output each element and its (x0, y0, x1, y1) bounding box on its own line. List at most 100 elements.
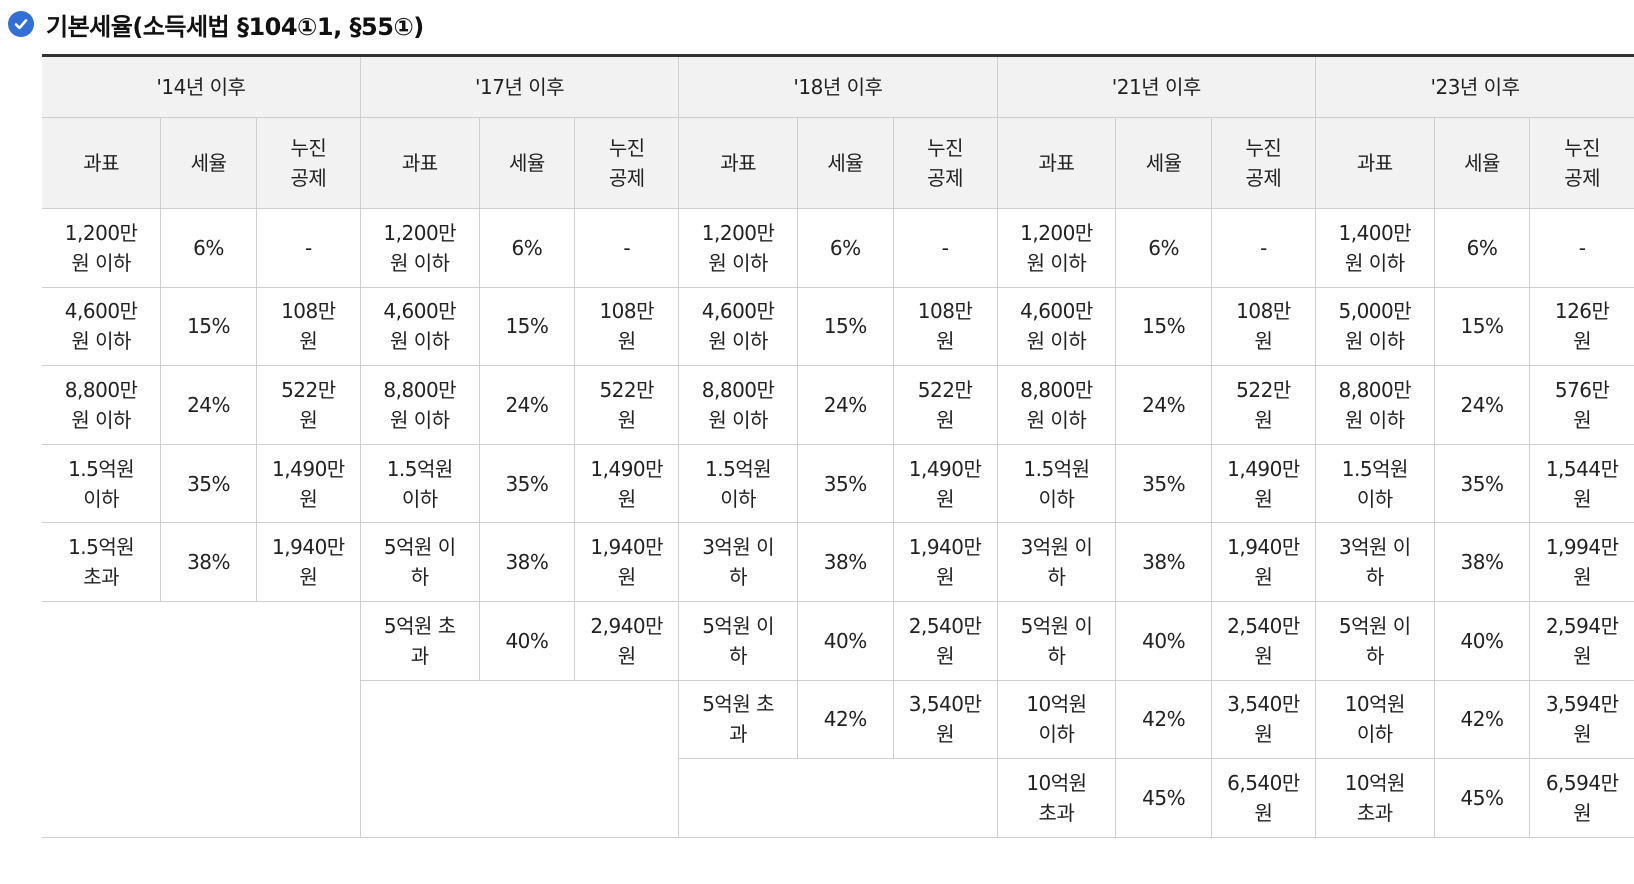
col-header-rate: 세율 (1434, 117, 1531, 209)
deduction-cell: 108만 원 (1211, 287, 1316, 367)
deduction-cell: - (893, 208, 998, 288)
deduction-cell: - (574, 208, 680, 288)
deduction-cell: 3,594만 원 (1529, 680, 1634, 760)
col-header-rate: 세율 (479, 117, 576, 209)
rate-cell: 15% (479, 287, 576, 367)
col-header-deduction: 누진 공제 (1529, 117, 1634, 209)
deduction-cell: 522만 원 (574, 365, 680, 445)
col-header-deduction: 누진 공제 (893, 117, 998, 209)
rate-cell: 35% (797, 444, 894, 524)
period-header: '23년 이후 (1315, 55, 1634, 118)
deduction-cell: 1,490만 원 (893, 444, 998, 524)
deduction-cell: 1,490만 원 (574, 444, 680, 524)
rate-cell: 38% (160, 522, 257, 602)
table-row: 1,200만 원 이하 6% -1,200만 원 이하 6% -1,200만 원 이하 6% -1… (42, 208, 1634, 288)
check-circle-icon (8, 11, 34, 37)
deduction-cell: - (1529, 208, 1634, 288)
taxbase-cell: 4,600만 원 이하 (360, 287, 480, 367)
rate-cell: 24% (1115, 365, 1212, 445)
taxbase-cell: 4,600만 원 이하 (678, 287, 798, 367)
rate-cell: 38% (1434, 522, 1531, 602)
deduction-cell: 2,540만 원 (1211, 601, 1316, 681)
period-header: '17년 이후 (360, 55, 680, 118)
deduction-cell: 108만 원 (256, 287, 361, 367)
deduction-cell: 1,940만 원 (574, 522, 680, 602)
rate-cell: 6% (797, 208, 894, 288)
rate-cell: 6% (1434, 208, 1531, 288)
taxbase-cell: 10억원 이하 (1315, 680, 1435, 760)
col-header-rate: 세율 (797, 117, 894, 209)
rate-cell: 40% (1434, 601, 1531, 681)
empty-cell (678, 758, 998, 838)
deduction-cell: 6,594만 원 (1529, 758, 1634, 838)
taxbase-cell: 1.5억원 이하 (678, 444, 798, 524)
rate-cell: 42% (797, 680, 894, 760)
rate-cell: 24% (797, 365, 894, 445)
section-title: 기본세율(소득세법 §104①1, §55①) (8, 6, 424, 42)
deduction-cell: 2,594만 원 (1529, 601, 1634, 681)
rate-cell: 40% (1115, 601, 1212, 681)
deduction-cell: 1,544만 원 (1529, 444, 1634, 524)
taxbase-cell: 1.5억원 이하 (42, 444, 162, 524)
rate-cell: 40% (479, 601, 576, 681)
deduction-cell: 522만 원 (256, 365, 361, 445)
col-header-taxbase: 과표 (1315, 117, 1435, 209)
rate-cell: 38% (479, 522, 576, 602)
col-header-taxbase: 과표 (997, 117, 1117, 209)
taxbase-cell: 8,800만 원 이하 (1315, 365, 1435, 445)
deduction-cell: 126만 원 (1529, 287, 1634, 367)
column-header-row: 과표 세율 누진 공제 과표 세율 누진 공제 과표 세율 누진 공제 과표 세율 누… (42, 117, 1634, 209)
deduction-cell: 522만 원 (1211, 365, 1316, 445)
table-row: 10억원 초과 45% 6,540만 원 10억원 초과 45% 6,594만 원 (42, 758, 1634, 838)
taxbase-cell: 1,200만 원 이하 (360, 208, 480, 288)
taxbase-cell: 8,800만 원 이하 (42, 365, 162, 445)
taxbase-cell: 1,400만 원 이하 (1315, 208, 1435, 288)
rate-cell: 38% (1115, 522, 1212, 602)
rate-cell: 15% (1115, 287, 1212, 367)
deduction-cell: 1,940만 원 (256, 522, 361, 602)
taxbase-cell: 1.5억원 이하 (1315, 444, 1435, 524)
col-header-deduction: 누진 공제 (1211, 117, 1316, 209)
rate-cell: 35% (1434, 444, 1531, 524)
deduction-cell: 6,540만 원 (1211, 758, 1316, 838)
taxbase-cell: 4,600만 원 이하 (42, 287, 162, 367)
col-header-deduction: 누진 공제 (574, 117, 680, 209)
deduction-cell: 1,940만 원 (893, 522, 998, 602)
rate-cell: 40% (797, 601, 894, 681)
period-header: '18년 이후 (678, 55, 998, 118)
deduction-cell: 2,540만 원 (893, 601, 998, 681)
rate-cell: 15% (1434, 287, 1531, 367)
rate-cell: 15% (160, 287, 257, 367)
table-row: 4,600만 원 이하 15% 108만 원 4,600만 원 이하 15% 108만 원 4,60… (42, 287, 1634, 367)
deduction-cell: 1,490만 원 (1211, 444, 1316, 524)
taxbase-cell: 1.5억원 초과 (42, 522, 162, 602)
rate-cell: 35% (160, 444, 257, 524)
col-header-deduction: 누진 공제 (256, 117, 361, 209)
taxbase-cell: 1,200만 원 이하 (42, 208, 162, 288)
deduction-cell: 3,540만 원 (1211, 680, 1316, 760)
rate-cell: 45% (1434, 758, 1531, 838)
taxbase-cell: 1,200만 원 이하 (997, 208, 1117, 288)
taxbase-cell: 1.5억원 이하 (997, 444, 1117, 524)
deduction-cell: 108만 원 (893, 287, 998, 367)
deduction-cell: 3,540만 원 (893, 680, 998, 760)
taxbase-cell: 1.5억원 이하 (360, 444, 480, 524)
rate-cell: 42% (1434, 680, 1531, 760)
taxbase-cell: 1,200만 원 이하 (678, 208, 798, 288)
taxbase-cell: 8,800만 원 이하 (997, 365, 1117, 445)
deduction-cell: 1,994만 원 (1529, 522, 1634, 602)
tax-rate-table: '14년 이후 '17년 이후 '18년 이후 '21년 이후 '23년 이후 … (42, 54, 1634, 838)
table-row: 5억원 초 과 40% 2,940만 원 5억원 이 하 40% 2,540만 원 5억원 이 하 40… (42, 601, 1634, 838)
rate-cell: 24% (479, 365, 576, 445)
taxbase-cell: 8,800만 원 이하 (678, 365, 798, 445)
rate-cell: 42% (1115, 680, 1212, 760)
